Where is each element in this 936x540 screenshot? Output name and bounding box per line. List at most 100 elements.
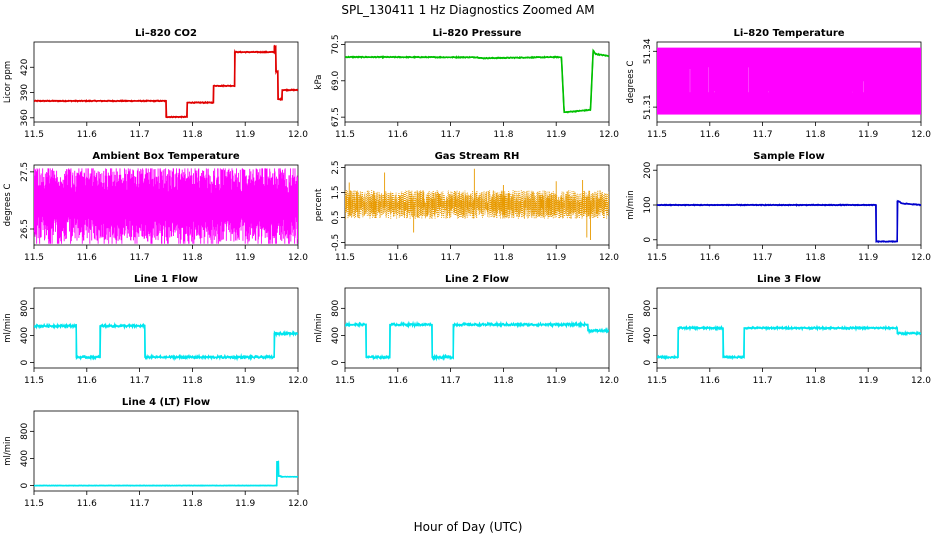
- panel-6-xtick-label: 11.5: [647, 253, 667, 263]
- panel-7-xtick-label: 11.7: [130, 376, 150, 386]
- panel-6-ytick-label: 100: [643, 196, 653, 213]
- panel-7-ytick-label: 400: [20, 327, 30, 344]
- panel-8-xtick-label: 11.9: [546, 376, 566, 386]
- panel-7-ytick-label: 800: [20, 299, 30, 316]
- panel-1-xtick-label: 11.7: [130, 130, 150, 140]
- panel-9-ytick-label: 0: [643, 359, 653, 365]
- panel-6-y-axis-label: ml/min: [626, 190, 636, 220]
- panel-7-series-steps: [34, 325, 298, 358]
- panel-7-xtick-label: 11.9: [235, 376, 255, 386]
- panel-10-ytick-label: 400: [20, 450, 30, 467]
- panel-2-xtick-label: 11.7: [441, 130, 461, 140]
- panel-8-xtick-label: 11.6: [388, 376, 408, 386]
- panel-5-xtick-label: 11.7: [441, 253, 461, 263]
- panel-4: Ambient Box Temperature 11.5 11.6 11.7 11.8 1…: [3, 151, 308, 263]
- panel-4-plot-area: [34, 168, 298, 244]
- figure-x-axis-label: Hour of Day (UTC): [414, 520, 523, 534]
- panel-9-xtick-label: 12.0: [911, 376, 931, 386]
- panel-3-series-band: [657, 47, 921, 115]
- panel-1-ytick-label: 390: [20, 84, 30, 101]
- panel-5-ytick-label: -0.5: [331, 234, 341, 252]
- panel-10-xtick-label: 11.5: [24, 499, 44, 509]
- panel-3-title: Li–820 Temperature: [733, 28, 844, 39]
- panel-3-series-fill: [657, 92, 921, 115]
- panel-10-plot-area: [34, 460, 298, 487]
- panel-7-plot-area: [34, 321, 298, 362]
- panel-10-y-axis-label: ml/min: [3, 436, 13, 466]
- panel-3-xtick-label: 11.6: [700, 130, 720, 140]
- panel-1-xtick-label: 12.0: [288, 130, 308, 140]
- panel-10-ytick-label: 0: [20, 482, 30, 488]
- panel-5-xtick-label: 11.9: [546, 253, 566, 263]
- panel-7-xtick-label: 11.8: [182, 376, 202, 386]
- panel-5-ytick-label: 2.5: [331, 160, 341, 174]
- panel-4-xtick-label: 12.0: [288, 253, 308, 263]
- panel-2-series-line: [345, 48, 609, 114]
- panel-1-plot-area: [34, 44, 298, 119]
- panel-3-ytick-label: 51.34: [643, 38, 653, 64]
- panel-10-xtick-label: 11.8: [182, 499, 202, 509]
- panel-10-series-steps: [34, 461, 298, 487]
- panel-4-xtick-label: 11.7: [130, 253, 150, 263]
- panel-2-xtick-label: 11.5: [335, 130, 355, 140]
- panel-7-xtick-label: 11.6: [77, 376, 97, 386]
- panel-9-xtick-label: 11.9: [858, 376, 878, 386]
- panel-9-ytick-label: 400: [643, 327, 653, 344]
- panel-2-ytick-label: 70.5: [331, 34, 341, 54]
- panel-1-xtick-label: 11.9: [235, 130, 255, 140]
- panel-9: Line 3 Flow 11.5 11.6 11.7 11.8 11.9 12.0 0 400 8…: [626, 274, 931, 386]
- panel-10-xtick-label: 11.9: [235, 499, 255, 509]
- panel-8-title: Line 2 Flow: [445, 274, 509, 285]
- panel-7-xtick-label: 12.0: [288, 376, 308, 386]
- panel-4-ytick-label: 27.5: [20, 162, 30, 182]
- panel-3-xtick-label: 11.9: [858, 130, 878, 140]
- panel-2-ytick-label: 67.5: [331, 107, 341, 127]
- panel-9-series-line: [657, 324, 921, 361]
- panel-1-series-steps: [34, 45, 298, 118]
- panel-10-title: Line 4 (LT) Flow: [122, 397, 210, 408]
- panel-6-plot-area: [657, 199, 921, 244]
- panel-2-xtick-label: 11.8: [493, 130, 513, 140]
- panel-5-ytick-label: 0.5: [331, 210, 341, 224]
- panel-2-xtick-label: 11.9: [546, 130, 566, 140]
- panel-8-series-line: [345, 320, 609, 362]
- panel-8-y-axis-label: ml/min: [314, 313, 324, 343]
- panel-6-ytick-label: 0: [643, 237, 653, 243]
- panel-3-xtick-label: 11.8: [805, 130, 825, 140]
- panel-8-ytick-label: 0: [331, 359, 341, 365]
- panel-1-y-axis-label: Licor ppm: [3, 61, 13, 103]
- panel-7: Line 1 Flow 11.5 11.6 11.7 11.8 11.9 12.0 0 400 8…: [3, 274, 308, 386]
- panel-3-y-axis-label: degrees C: [626, 61, 636, 104]
- panel-5-xtick-label: 11.8: [493, 253, 513, 263]
- panel-3-xtick-label: 11.5: [647, 130, 667, 140]
- panel-6: Sample Flow 11.5 11.6 11.7 11.8 11.9 12.0 0 100 2…: [626, 151, 931, 263]
- panel-7-title: Line 1 Flow: [134, 274, 198, 285]
- panel-6-series-line: [657, 199, 921, 244]
- panel-5-xtick-label: 11.6: [388, 253, 408, 263]
- panel-1-xtick-label: 11.5: [24, 130, 44, 140]
- panel-8: Line 2 Flow 11.5 11.6 11.7 11.8 11.9 12.0 0 400 8…: [314, 274, 619, 386]
- panel-7-series-line: [34, 321, 298, 362]
- panel-4-series-band: [34, 168, 298, 244]
- panel-10-xtick-label: 11.7: [130, 499, 150, 509]
- panel-2-ytick-label: 69.0: [331, 70, 341, 90]
- panel-9-title: Line 3 Flow: [757, 274, 821, 285]
- panel-5-series-points: [345, 190, 609, 219]
- panel-3-xtick-label: 11.7: [753, 130, 773, 140]
- panel-8-xtick-label: 12.0: [599, 376, 619, 386]
- panel-10-xtick-label: 12.0: [288, 499, 308, 509]
- panel-1-frame: [33, 41, 299, 123]
- panel-1-xtick-label: 11.6: [77, 130, 97, 140]
- panel-7-frame: [33, 287, 299, 369]
- panel-2-title: Li–820 Pressure: [433, 28, 522, 39]
- panel-4-xtick-label: 11.9: [235, 253, 255, 263]
- panel-6-xtick-label: 11.7: [753, 253, 773, 263]
- panel-8-ytick-label: 400: [331, 327, 341, 344]
- panel-1-ytick-label: 420: [20, 58, 30, 75]
- panel-6-series-steps: [657, 200, 921, 243]
- panel-4-ytick-label: 26.5: [20, 219, 30, 239]
- panel-3-plot-area: [657, 47, 921, 115]
- panel-9-xtick-label: 11.8: [805, 376, 825, 386]
